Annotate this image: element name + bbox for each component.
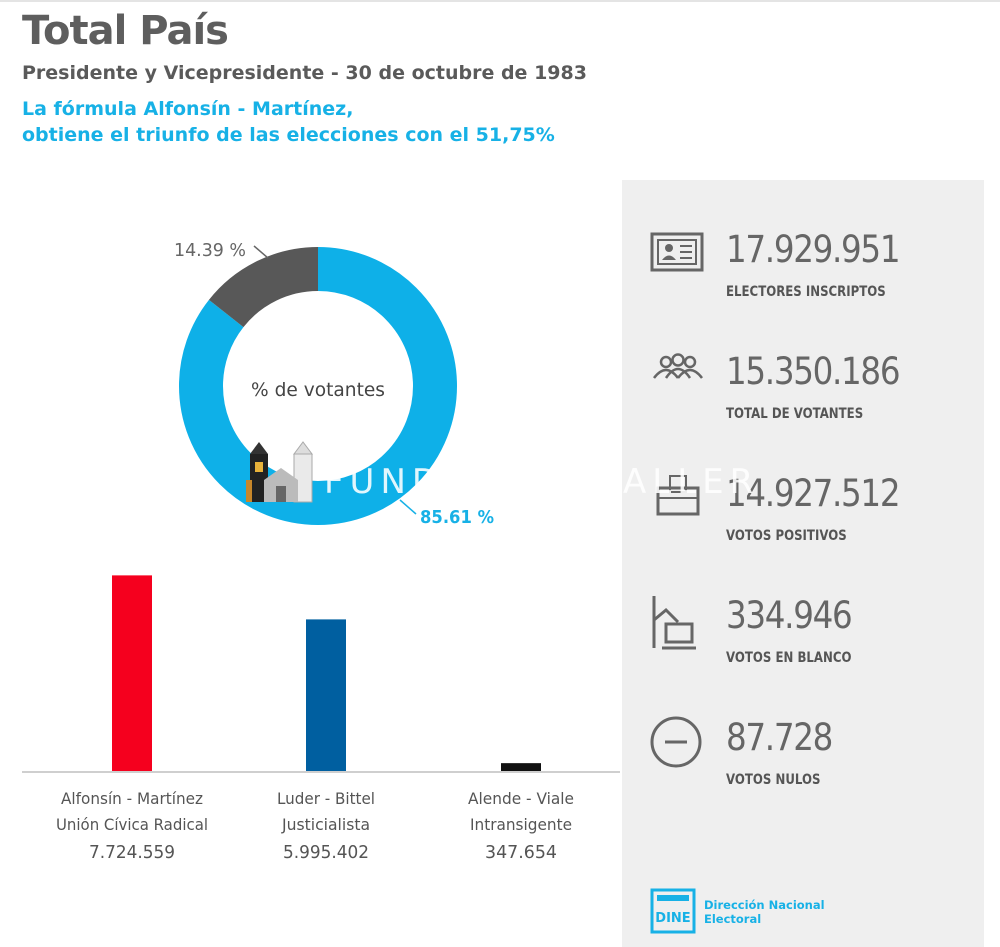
- voting-booth-icon: [652, 596, 696, 650]
- bar-label-name-1: Alfonsín - Martínez: [61, 789, 203, 808]
- bar-labels: Alfonsín - Martínez Unión Cívica Radical…: [56, 789, 574, 863]
- stat-number: 17.929.951: [726, 228, 901, 271]
- headline-line-2: obtiene el triunfo de las elecciones con…: [22, 124, 555, 146]
- bar-label-value-1: 7.724.559: [89, 842, 175, 863]
- dine-org-line-1: Dirección Nacional: [704, 898, 825, 912]
- people-icon: [653, 353, 703, 379]
- bar-1: [112, 575, 152, 772]
- bar-label-value-3: 347.654: [485, 842, 557, 863]
- stats-panel: 17.929.951 ELECTORES INSCRIPTOS 15.350.1…: [622, 180, 984, 947]
- stat-label: ELECTORES INSCRIPTOS: [726, 284, 886, 300]
- headline-result: La fórmula Alfonsín - Martínez, obtiene …: [22, 96, 555, 148]
- stat-votos-nulos: 87.728 VOTOS NULOS: [622, 714, 984, 804]
- stat-label: VOTOS POSITIVOS: [726, 528, 847, 544]
- stat-label: VOTOS EN BLANCO: [726, 650, 852, 666]
- bar-3: [501, 763, 541, 772]
- charts-area: % de votantes 85.61 % 14.39 % Alfonsín -…: [22, 240, 620, 863]
- page-subtitle: Presidente y Vicepresidente - 30 de octu…: [22, 62, 587, 84]
- minus-circle-icon: [650, 716, 702, 768]
- page-title: Total País: [22, 8, 229, 54]
- turnout-donut-chart: [179, 247, 457, 525]
- bar-label-party-2: Justicialista: [281, 815, 370, 834]
- bar-label-name-3: Alende - Viale: [468, 789, 574, 808]
- dine-logo-text: DINE: [655, 911, 690, 926]
- bar-2: [306, 619, 346, 772]
- donut-slice-2: [179, 247, 457, 525]
- stat-label: VOTOS NULOS: [726, 772, 821, 788]
- stat-votos-positivos: 14.927.512 VOTOS POSITIVOS: [622, 470, 984, 560]
- donut-leader-line-top: [253, 245, 269, 259]
- dine-org-name: Dirección Nacional Electoral: [704, 898, 825, 926]
- donut-label-votantes: 85.61 %: [420, 507, 494, 528]
- stat-votos-en-blanco: 334.946 VOTOS EN BLANCO: [622, 592, 984, 682]
- bar-label-name-2: Luder - Bittel: [277, 789, 375, 808]
- dine-org-line-2: Electoral: [704, 912, 762, 926]
- donut-center-label: % de votantes: [251, 379, 385, 401]
- stat-total-votantes: 15.350.186 TOTAL DE VOTANTES: [622, 348, 984, 438]
- bar-label-party-1: Unión Cívica Radical: [56, 815, 208, 834]
- candidates-bar-chart: [112, 575, 541, 772]
- stat-number: 14.927.512: [726, 472, 901, 515]
- dine-logo-icon: DINE: [650, 888, 696, 934]
- ballot-box-icon: [656, 475, 700, 516]
- stat-label: TOTAL DE VOTANTES: [726, 406, 864, 422]
- bar-label-value-2: 5.995.402: [283, 842, 369, 863]
- donut-label-no-votantes: 14.39 %: [174, 240, 246, 261]
- top-divider: [0, 0, 1000, 2]
- stat-electores-inscriptos: 17.929.951 ELECTORES INSCRIPTOS: [622, 226, 984, 316]
- stat-number: 334.946: [726, 594, 853, 637]
- donut-leader-line-bottom: [399, 499, 417, 515]
- headline-line-1: La fórmula Alfonsín - Martínez,: [22, 98, 354, 120]
- stat-number: 87.728: [726, 716, 833, 759]
- voter-id-icon: [650, 232, 704, 272]
- bar-label-party-3: Intransigente: [470, 815, 572, 834]
- stat-number: 15.350.186: [726, 350, 901, 393]
